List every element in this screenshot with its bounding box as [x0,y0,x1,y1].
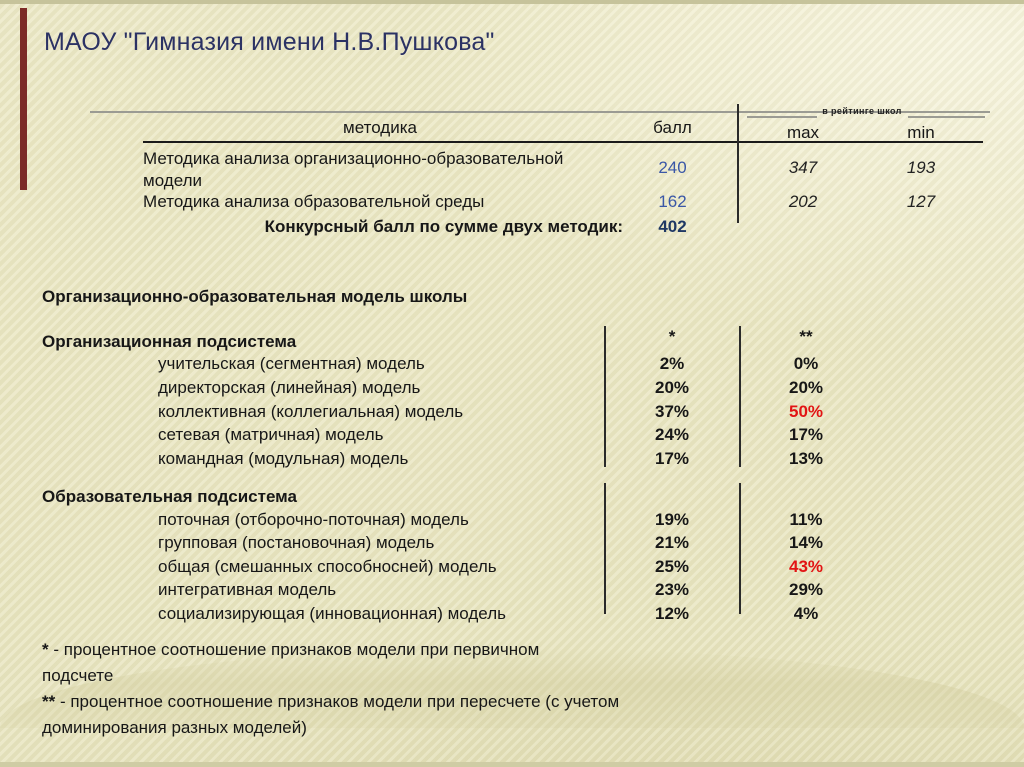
column-header-method: методика [343,118,417,137]
footnote-line: * - процентное соотношение признаков мод… [42,637,732,663]
model-primary-value: 37% [654,402,690,421]
model-recalc-value: 14% [788,533,824,552]
model-recalc-value: 17% [788,425,824,444]
footnote-marker: ** [42,692,56,711]
section-title: Организационно-образовательная модель шк… [42,287,468,306]
model-name: социализирующая (инновационная) модель [158,604,506,623]
slide-bottom-border [0,762,1024,767]
model-recalc-value: 13% [788,449,824,468]
model-recalc-value: 43% [788,557,824,576]
footnote-text: - процентное соотношение признаков модел… [48,640,540,659]
model-primary-value: 19% [654,510,690,529]
column-header-score: балл [653,118,692,137]
model-primary-value: 12% [654,604,690,623]
model-name: директорская (линейная) модель [158,378,421,397]
model-recalc-value: 0% [793,354,819,373]
model-primary-value: 17% [654,449,690,468]
model-recalc-value: 20% [788,378,824,397]
model-name: поточная (отборочно-поточная) модель [158,510,469,529]
model-name: учительская (сегментная) модель [158,354,425,373]
footnote-line: доминирования разных моделей) [42,718,307,737]
column-group-rating: в рейтинге школ [822,106,902,116]
method-row-name: Методика анализа образовательной среды [143,192,485,211]
model-name: групповая (постановочная) модель [158,533,435,552]
model-primary-value: 21% [654,533,690,552]
table-top-rule [90,111,990,113]
rating-rule-left [747,116,817,118]
model-recalc-value: 29% [788,580,824,599]
page-title: МАОУ "Гимназия имени Н.В.Пушкова" [44,28,495,56]
table-vertical-divider [737,104,739,223]
column-header-primary: * [668,327,676,346]
method-row-max: 202 [788,192,818,211]
total-score-value: 402 [658,217,687,236]
model-name: сетевая (матричная) модель [158,425,384,444]
column-header-min: min [907,123,935,142]
model-recalc-value: 50% [788,402,824,421]
footnote-line: ** - процентное соотношение признаков мо… [42,689,732,715]
models-vertical-divider [604,326,606,467]
method-row-score: 162 [658,192,687,211]
method-row-score: 240 [658,158,687,177]
total-score-label: Конкурсный балл по сумме двух методик: [264,217,623,236]
model-recalc-value: 4% [793,604,819,623]
method-row-min: 127 [906,192,936,211]
model-primary-value: 24% [654,425,690,444]
column-header-recalc: ** [799,327,813,346]
accent-bar [20,8,27,190]
table-header-rule [143,141,983,143]
footnote-text: - процентное соотношение признаков модел… [55,692,620,711]
method-row-max: 347 [788,158,818,177]
footnotes: * - процентное соотношение признаков мод… [42,637,732,741]
rating-rule-right [908,116,985,118]
column-header-max: max [786,123,820,142]
models-vertical-divider [604,483,606,614]
model-primary-value: 25% [654,557,690,576]
models-vertical-divider [739,326,741,467]
model-name: коллективная (коллегиальная) модель [158,402,464,421]
model-primary-value: 23% [654,580,690,599]
model-primary-value: 2% [659,354,685,373]
model-name: общая (смешанных способносней) модель [158,557,497,576]
model-name: интегративная модель [158,580,337,599]
method-row-name: Методика анализа организационно-образова… [143,149,564,190]
model-name: командная (модульная) модель [158,449,409,468]
slide-top-border [0,0,1024,4]
models-vertical-divider [739,483,741,614]
method-row-min: 193 [906,158,936,177]
subsystem-header: Организационная подсистема [42,332,297,351]
model-primary-value: 20% [654,378,690,397]
subsystem-header: Образовательная подсистема [42,487,297,506]
footnote-marker: * [42,640,49,659]
footnote-line: подсчете [42,666,114,685]
model-recalc-value: 11% [789,510,823,529]
